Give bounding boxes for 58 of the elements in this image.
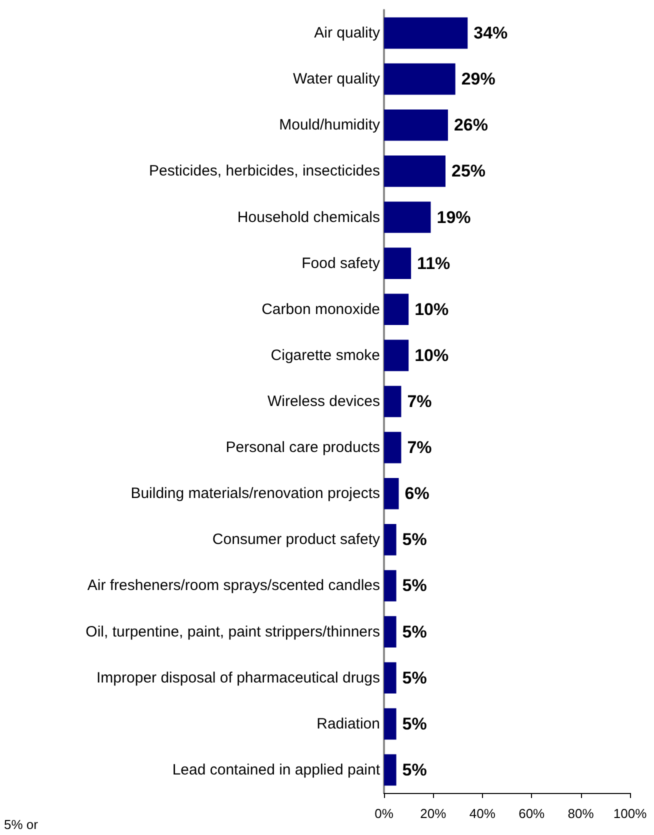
- bar: [384, 478, 399, 510]
- bar: [384, 432, 402, 464]
- bar: [384, 570, 396, 602]
- data-label: 19%: [436, 208, 471, 227]
- bar: [384, 754, 396, 786]
- y-tick-label: Air quality: [314, 24, 380, 42]
- y-tick-label: Wireless devices: [267, 393, 380, 410]
- y-tick-label: Food safety: [302, 254, 380, 272]
- y-tick-label: Mould/humidity: [279, 116, 380, 134]
- y-tick-label: Improper disposal of pharmaceutical drugs: [96, 669, 380, 686]
- bar: [384, 156, 446, 187]
- data-label: 5%: [402, 530, 427, 550]
- x-tick-label: 40%: [469, 806, 496, 821]
- data-label: 5%: [402, 622, 427, 642]
- y-tick-label: Air fresheners/room sprays/scented candles: [87, 577, 380, 594]
- bar: [384, 386, 402, 418]
- y-tick-label: Carbon monoxide: [262, 300, 380, 318]
- text: 5% or: [4, 817, 39, 832]
- y-tick-label: Pesticides, herbicides, insecticides: [149, 162, 380, 180]
- data-label: 11%: [417, 254, 450, 273]
- data-label: 10%: [414, 346, 449, 365]
- data-label: 5%: [402, 668, 427, 688]
- x-tick-label: 100%: [613, 806, 648, 821]
- data-label: 7%: [407, 392, 432, 411]
- y-tick-label: Radiation: [316, 715, 380, 732]
- data-label: 5%: [402, 760, 427, 780]
- bar: [384, 524, 396, 556]
- y-tick-label: Water quality: [293, 70, 380, 88]
- x-tick-label: 20%: [420, 806, 447, 821]
- bar: [384, 708, 396, 740]
- bar: [384, 109, 448, 141]
- bar: [384, 248, 412, 279]
- y-tick-label: Consumer product safety: [212, 531, 380, 548]
- x-tick-label: 0%: [374, 806, 394, 821]
- bar: [384, 662, 396, 694]
- y-tick-label: Household chemicals: [237, 208, 380, 226]
- data-label: 10%: [414, 300, 449, 319]
- y-tick-label: Personal care products: [226, 439, 380, 456]
- data-label: 7%: [407, 438, 432, 458]
- data-label: 29%: [461, 70, 496, 89]
- y-tick-label: Building materials/renovation projects: [130, 485, 380, 502]
- data-label: 5%: [402, 714, 427, 734]
- bar: [384, 294, 409, 326]
- y-tick-label: Oil, turpentine, paint, paint strippers/thinners: [86, 623, 380, 640]
- bar: [384, 202, 431, 233]
- bar: [384, 340, 409, 372]
- x-tick-label: 60%: [518, 806, 546, 821]
- x-tick-label: 80%: [568, 806, 594, 821]
- data-label: 34%: [474, 24, 508, 43]
- data-label: 6%: [404, 484, 430, 504]
- bar: [384, 17, 468, 49]
- data-label: 26%: [454, 116, 488, 135]
- bar: [384, 63, 456, 95]
- bar: [384, 616, 396, 648]
- y-tick-label: Cigarette smoke: [270, 346, 380, 364]
- data-label: 25%: [452, 162, 486, 181]
- y-tick-label: Lead contained in applied paint: [172, 761, 381, 778]
- data-label: 5%: [402, 576, 427, 596]
